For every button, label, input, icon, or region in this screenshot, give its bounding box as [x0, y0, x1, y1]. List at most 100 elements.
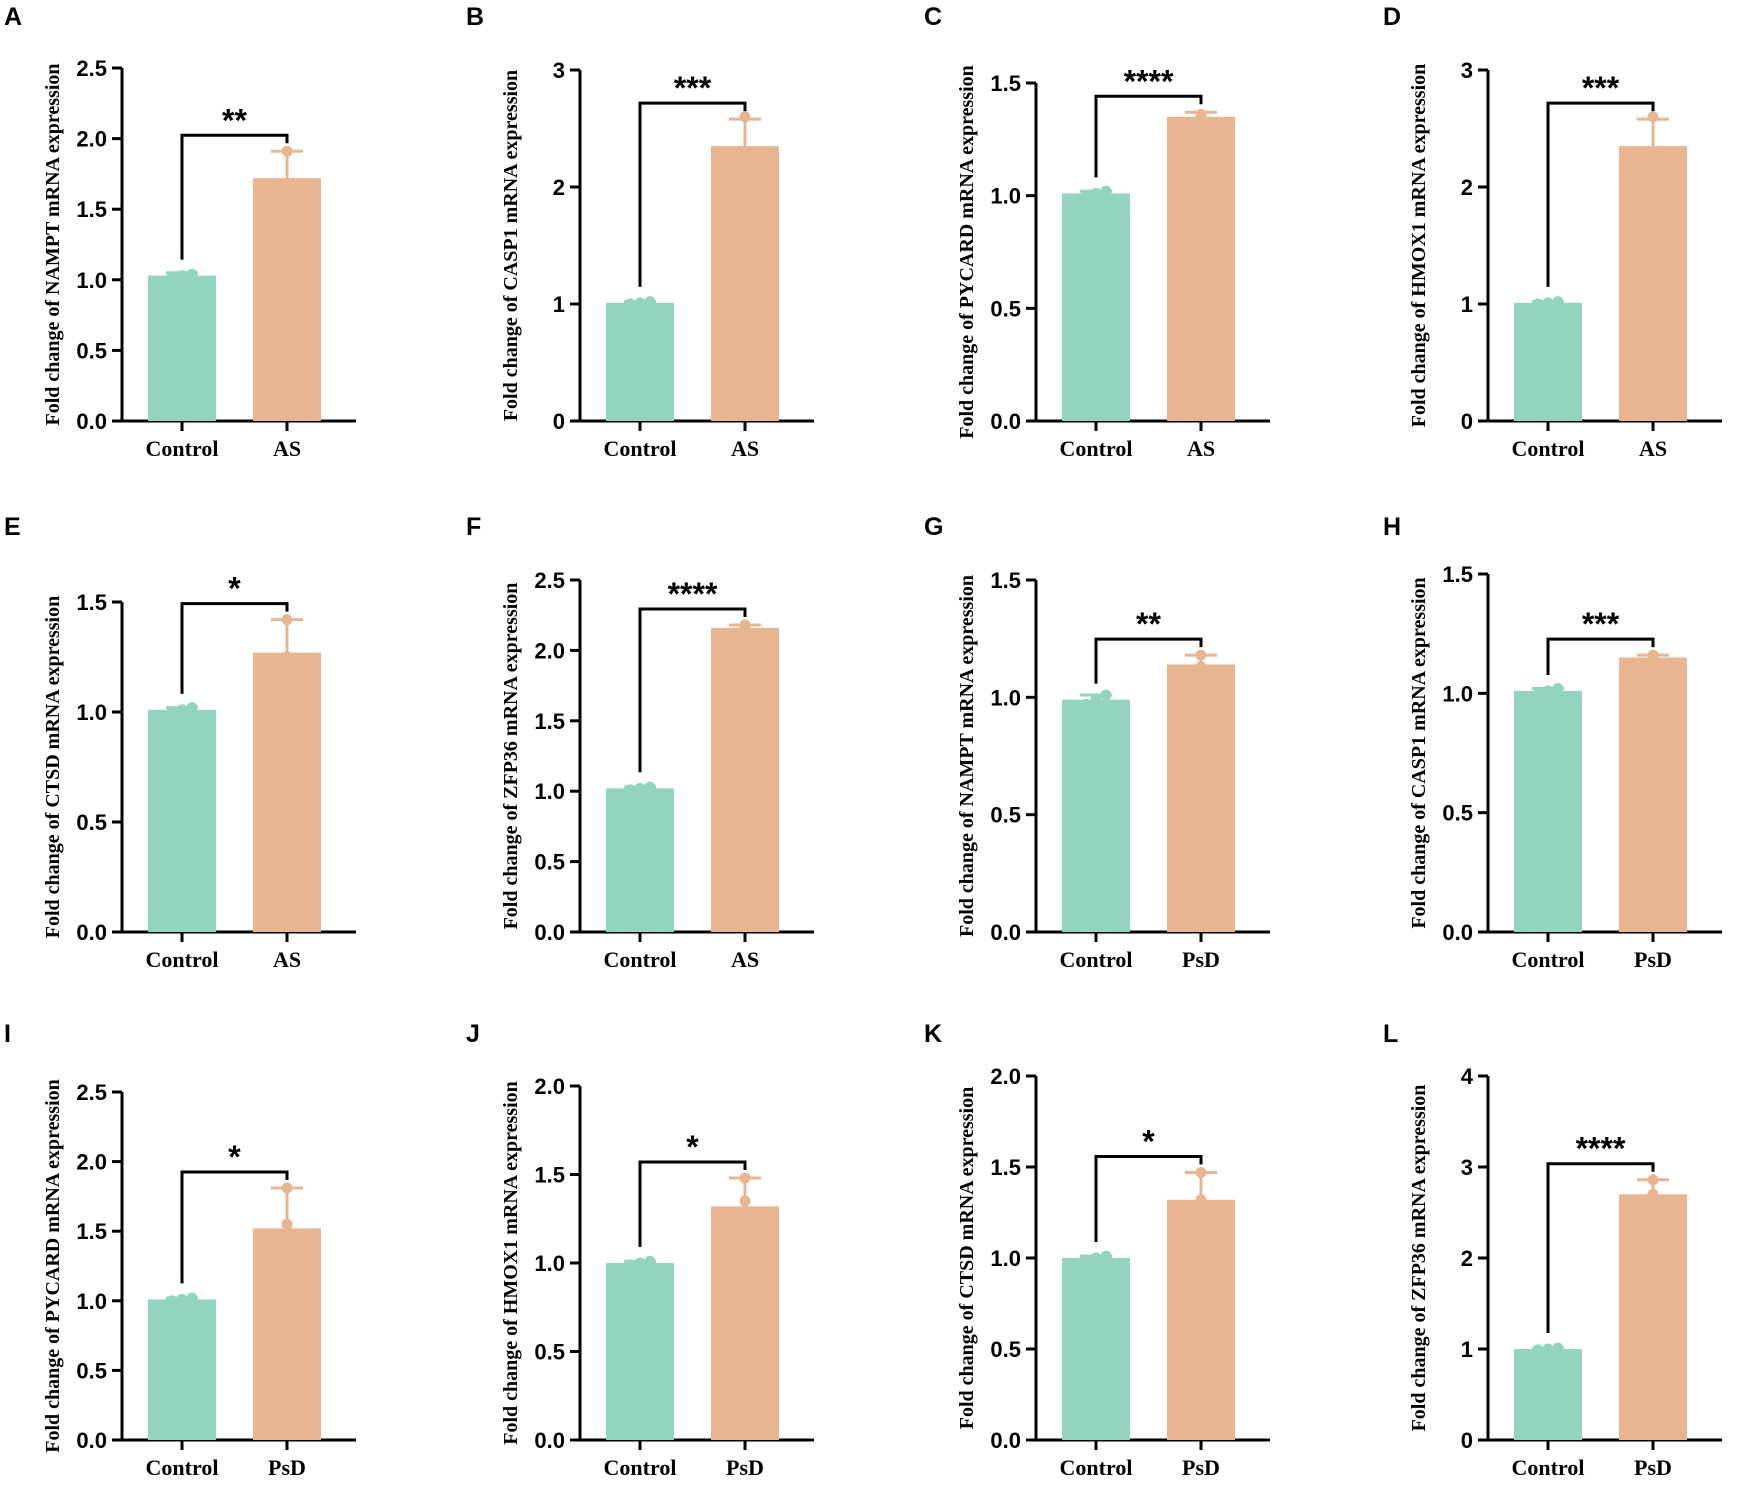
- data-point: [1552, 683, 1564, 695]
- data-point: [1532, 687, 1544, 699]
- data-point: [1195, 649, 1207, 661]
- panel-d: D Fold change of HMOX1 mRNA expression 0 1 2…: [1383, 3, 1722, 461]
- panel-g: G Fold change of NAMPT mRNA expression 0.0…: [924, 513, 1270, 972]
- bar-control: [606, 1263, 674, 1440]
- data-point: [739, 1230, 751, 1242]
- panel-c: C Fold change of PYCARD mRNA expression 0.…: [924, 3, 1270, 461]
- y-axis-label: Fold change of PYCARD mRNA expression: [42, 1079, 64, 1453]
- significance-bracket: [180, 1170, 289, 1284]
- panel-b: B Fold change of CASP1 mRNA expression 0 1 2…: [466, 3, 814, 461]
- significance-stars: ***: [1582, 70, 1620, 106]
- y-tick-label: 0.0: [1442, 920, 1473, 945]
- data-point: [1080, 1254, 1092, 1266]
- y-tick-label: 1: [1461, 292, 1473, 317]
- panel-letter: F: [466, 513, 481, 541]
- y-axis-label: Fold change of ZFP36 mRNA expression: [1408, 1085, 1430, 1432]
- significance-stars: *: [228, 1139, 241, 1175]
- data-point: [624, 1259, 636, 1271]
- data-point: [1532, 1344, 1544, 1356]
- data-point: [739, 146, 751, 158]
- data-point: [739, 1195, 751, 1207]
- x-category-label: PsD: [726, 1455, 764, 1480]
- y-tick-label: 0.0: [990, 409, 1021, 434]
- y-tick-label: 0.0: [534, 920, 565, 945]
- significance-stars: *: [1142, 1123, 1155, 1159]
- data-point: [1100, 185, 1112, 197]
- y-tick-label: 0.5: [990, 1337, 1021, 1362]
- y-tick-label: 1.5: [76, 590, 107, 615]
- x-category-label: Control: [604, 1455, 677, 1480]
- y-tick-label: 0.0: [76, 1428, 107, 1453]
- y-tick-label: 0.0: [990, 920, 1021, 945]
- data-point: [739, 619, 751, 631]
- data-point: [1542, 297, 1554, 309]
- data-point: [634, 297, 646, 309]
- y-tick-label: 0.5: [76, 338, 107, 363]
- panel-i: I Fold change of PYCARD mRNA expression 0.…: [4, 1020, 356, 1480]
- y-tick-label: 2.5: [76, 1080, 107, 1105]
- data-point: [624, 784, 636, 796]
- panel-letter: A: [4, 3, 22, 31]
- x-category-label: AS: [273, 436, 301, 461]
- data-point: [1090, 1252, 1102, 1264]
- data-point: [281, 186, 293, 198]
- x-category-label: PsD: [1182, 947, 1220, 972]
- bar-treatment: [1167, 664, 1235, 932]
- data-point: [186, 1292, 198, 1304]
- x-category-label: PsD: [1634, 1455, 1672, 1480]
- bar-treatment: [711, 146, 779, 422]
- significance-stars: ***: [674, 70, 712, 106]
- y-tick-label: 2: [1461, 1246, 1473, 1271]
- data-point: [1647, 111, 1659, 123]
- panel-k: K Fold change of CTSD mRNA expression 0.0 0…: [924, 1020, 1270, 1480]
- data-point: [166, 706, 178, 718]
- x-category-label: Control: [1060, 436, 1133, 461]
- data-point: [176, 704, 188, 716]
- y-tick-label: 1.0: [1442, 681, 1473, 706]
- significance-stars: *: [228, 571, 241, 607]
- data-point: [281, 1182, 293, 1194]
- y-tick-label: 1.0: [76, 268, 107, 293]
- data-point: [1100, 1250, 1112, 1262]
- bar-control: [1514, 1349, 1582, 1440]
- y-tick-label: 0.0: [534, 1428, 565, 1453]
- x-category-label: PsD: [1182, 1455, 1220, 1480]
- significance-stars: ****: [1576, 1131, 1626, 1167]
- significance-bracket: [638, 1160, 747, 1247]
- bar-treatment: [253, 178, 321, 421]
- y-tick-label: 2.0: [76, 127, 107, 152]
- y-axis-label: Fold change of HMOX1 mRNA expression: [1408, 64, 1430, 428]
- data-point: [624, 298, 636, 310]
- data-point: [1100, 689, 1112, 701]
- data-point: [176, 270, 188, 282]
- y-axis-label: Fold change of PYCARD mRNA expression: [956, 65, 978, 439]
- y-tick-label: 1.0: [534, 1251, 565, 1276]
- y-tick-label: 0.0: [76, 409, 107, 434]
- bar-control: [1062, 1258, 1130, 1440]
- panel-e: E Fold change of CTSD mRNA expression 0.0 0…: [4, 513, 356, 972]
- y-axis-label: Fold change of CTSD mRNA expression: [956, 1087, 978, 1429]
- data-point: [739, 1172, 751, 1184]
- significance-bracket: [1094, 637, 1203, 684]
- y-tick-label: 0: [1461, 409, 1473, 434]
- y-tick-label: 0.0: [76, 920, 107, 945]
- y-axis-label: Fold change of CASP1 mRNA expression: [500, 70, 522, 421]
- y-axis-label: Fold change of ZFP36 mRNA expression: [500, 583, 522, 930]
- bar-control: [148, 709, 216, 932]
- significance-bracket: [1546, 1162, 1655, 1333]
- significance-stars: **: [1136, 606, 1161, 642]
- panel-letter: E: [4, 513, 21, 541]
- x-category-label: Control: [1512, 436, 1585, 461]
- data-point: [1542, 685, 1554, 697]
- bar-treatment: [1619, 657, 1687, 932]
- data-point: [1532, 298, 1544, 310]
- data-point: [1647, 169, 1659, 181]
- panel-j: J Fold change of HMOX1 mRNA expression 0.0…: [466, 1020, 814, 1480]
- data-point: [1090, 187, 1102, 199]
- data-point: [1090, 694, 1102, 706]
- significance-bracket: [1094, 94, 1203, 178]
- bar-treatment: [1167, 1199, 1235, 1440]
- y-tick-label: 1.0: [76, 700, 107, 725]
- panel-letter: G: [924, 513, 943, 541]
- bar-control: [606, 788, 674, 932]
